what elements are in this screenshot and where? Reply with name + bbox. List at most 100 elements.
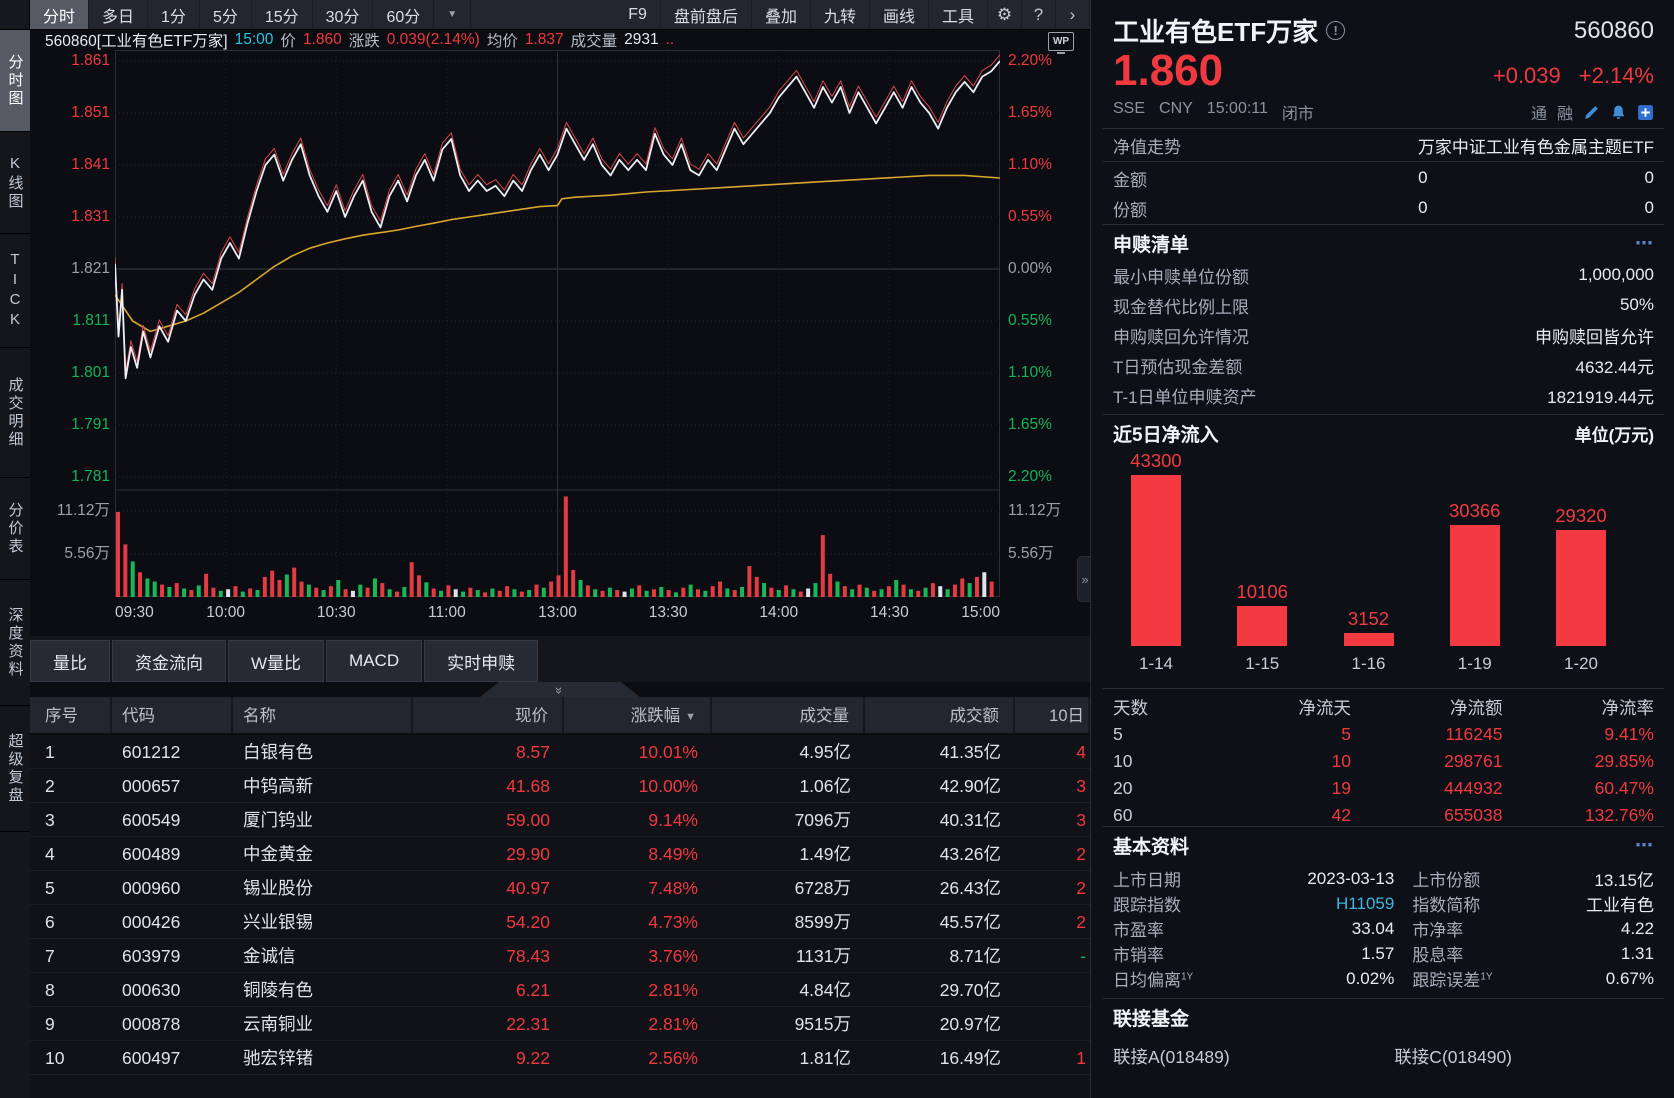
basic-value-跟踪指数[interactable]: H11059 xyxy=(1336,893,1395,913)
period-tab-group: 分时 多日 1分 5分 15分 30分 60分 ▼ xyxy=(30,0,472,29)
sidebar-item-成交明细[interactable]: 成交明细 xyxy=(0,348,30,478)
indicator-tab-bar: 量比 资金流向 W量比 MACD 实时申赎 xyxy=(30,636,1090,682)
period-tab-30分[interactable]: 30分 xyxy=(313,0,374,29)
table-row[interactable]: 10 600497 驰宏锌锗 9.22 2.56% 1.81亿 16.49亿 1 xyxy=(30,1041,1090,1075)
toolbar-corner xyxy=(0,0,30,29)
period-tab-1分[interactable]: 1分 xyxy=(148,0,200,29)
period-tab-分时[interactable]: 分时 xyxy=(30,0,90,29)
nav-trend-row[interactable]: 净值走势 万家中证工业有色金属主题ETF xyxy=(1113,137,1654,157)
margin-badge-rong[interactable]: 融 xyxy=(1556,106,1573,123)
indicator-tab-MACD[interactable]: MACD xyxy=(326,640,423,682)
price-change: +0.039 +2.14% xyxy=(1493,63,1654,94)
indicator-tab-W量比[interactable]: W量比 xyxy=(228,640,325,682)
price-tick-1.851: 1.851 xyxy=(71,104,110,121)
wp-monitor-icon[interactable]: WP xyxy=(1048,32,1074,54)
indicator-tab-实时申赎[interactable]: 实时申赎 xyxy=(424,640,539,682)
redeem-row: T-1日单位申赎资产 1821919.44元 xyxy=(1113,387,1654,407)
column-header-名称[interactable]: 名称 xyxy=(233,697,413,733)
indicator-tab-量比[interactable]: 量比 xyxy=(30,640,110,682)
price-value: 1.860 xyxy=(302,31,342,48)
percent-tick-2.20%: 2.20% xyxy=(1008,468,1052,485)
inflow-bar-1-14: 43300 1-14 xyxy=(1121,450,1191,676)
chevron-down-icon: » xyxy=(552,686,568,693)
toolbar-button-叠加[interactable]: 叠加 xyxy=(752,0,811,29)
margin-badge-tong[interactable]: 通 xyxy=(1530,106,1547,123)
inflow-bar-1-19: 30366 1-19 xyxy=(1440,450,1510,676)
table-row[interactable]: 1 601212 白银有色 8.57 10.01% 4.95亿 41.35亿 4 xyxy=(30,735,1090,769)
price-tick-1.781: 1.781 xyxy=(71,468,110,485)
bar-date-label: 1-16 xyxy=(1351,654,1386,673)
table-row[interactable]: 7 603979 金诚信 78.43 3.76% 1131万 8.71亿 - xyxy=(30,939,1090,973)
sidebar-item-分时图[interactable]: 分时图 xyxy=(0,30,30,132)
intraday-plot[interactable] xyxy=(115,50,1000,600)
add-plus-icon[interactable] xyxy=(1637,104,1654,121)
toolbar-button-F9[interactable]: F9 xyxy=(615,0,661,29)
toolbar-button-盘前盘后[interactable]: 盘前盘后 xyxy=(661,0,752,29)
table-row[interactable]: 3 600549 厦门钨业 59.00 9.14% 7096万 40.31亿 3 xyxy=(30,803,1090,837)
volume-value: 2931 xyxy=(624,31,659,48)
basic-info-row: 跟踪指数 H11059 指数简称 工业有色 xyxy=(1113,891,1654,916)
panel-action-icons: 通 融 xyxy=(1531,100,1654,124)
change-percent: +2.14% xyxy=(1578,63,1654,88)
column-header-代码[interactable]: 代码 xyxy=(112,697,233,733)
volume-tick-left-5.56万: 5.56万 xyxy=(64,545,110,562)
inflow-bar-1-16: 3152 1-16 xyxy=(1334,450,1404,676)
sidebar-item-分价表[interactable]: 分价表 xyxy=(0,478,30,580)
column-header-成交量[interactable]: 成交量 xyxy=(712,697,865,733)
column-header-涨跌幅[interactable]: 涨跌幅 ▼ xyxy=(564,697,712,733)
sidebar-item-K线图[interactable]: K线图 xyxy=(0,132,30,234)
chart-header: 560860[工业有色ETF万家] 15:00 价 1.860 涨跌 0.039… xyxy=(45,30,1005,50)
basic-info-row: 市销率 1.57 股息率 1.31 xyxy=(1113,943,1654,966)
linked-fund-联接C(018490)[interactable]: 联接C(018490) xyxy=(1394,1047,1513,1067)
basic-info-grid: 上市日期 2023-03-13 上市份额 13.15亿 跟踪指数 H11059 指数简称 工业… xyxy=(1113,866,1654,991)
indicator-tab-资金流向[interactable]: 资金流向 xyxy=(112,640,226,682)
flow-section-header: 近5日净流入 单位(万元) xyxy=(1113,418,1654,448)
column-header-10日[interactable]: 10日 xyxy=(1015,697,1090,733)
table-row[interactable]: 8 000630 铜陵有色 6.21 2.81% 4.84亿 29.70亿 xyxy=(30,973,1090,1007)
toolbar-button-九转[interactable]: 九转 xyxy=(811,0,870,29)
table-row[interactable]: 9 000878 云南铜业 22.31 2.81% 9515万 20.97亿 xyxy=(30,1007,1090,1041)
table-row[interactable]: 6 000426 兴业银锡 54.20 4.73% 8599万 45.57亿 2 xyxy=(30,905,1090,939)
period-dropdown-icon[interactable]: ▼ xyxy=(434,0,472,29)
table-row[interactable]: 2 000657 中钨高新 41.68 10.00% 1.06亿 42.90亿 3 xyxy=(30,769,1090,803)
chart-code-name: 560860[工业有色ETF万家] xyxy=(45,33,228,50)
sidebar-item-TICK[interactable]: TICK xyxy=(0,234,30,348)
panel-collapse-handle[interactable]: » xyxy=(1077,556,1092,602)
period-tab-60分[interactable]: 60分 xyxy=(373,0,435,29)
price-tick-1.821: 1.821 xyxy=(71,260,110,277)
basic-more-button[interactable]: ⋯ xyxy=(1635,834,1654,855)
edit-pencil-icon[interactable] xyxy=(1583,104,1600,121)
table-row[interactable]: 4 600489 中金黄金 29.90 8.49% 1.49亿 43.26亿 2 xyxy=(30,837,1090,871)
sidebar-item-超级复盘[interactable]: 超级复盘 xyxy=(0,706,30,832)
table-row[interactable]: 5 000960 锡业股份 40.97 7.48% 6728万 26.43亿 2 xyxy=(30,871,1090,905)
info-icon[interactable]: ! xyxy=(1326,21,1346,40)
linked-fund-联接A(018489)[interactable]: 联接A(018489) xyxy=(1113,1047,1230,1067)
price-tick-1.791: 1.791 xyxy=(71,416,110,433)
bar xyxy=(1556,529,1606,646)
column-header-现价[interactable]: 现价 xyxy=(413,697,564,733)
period-tab-5分[interactable]: 5分 xyxy=(200,0,252,29)
alert-bell-icon[interactable] xyxy=(1610,104,1627,121)
etf-name: 工业有色ETF万家 ! xyxy=(1113,12,1346,49)
chevron-right-icon[interactable]: › xyxy=(1056,0,1090,29)
period-tab-15分[interactable]: 15分 xyxy=(252,0,313,29)
avg-value: 1.837 xyxy=(524,31,564,48)
bar-value-label: 3152 xyxy=(1347,608,1390,630)
sidebar-item-深度资料[interactable]: 深度资料 xyxy=(0,580,30,706)
redeem-more-button[interactable]: ⋯ xyxy=(1635,232,1654,253)
period-tab-多日[interactable]: 多日 xyxy=(89,0,149,29)
toolbar-button-画线[interactable]: 画线 xyxy=(870,0,929,29)
percent-tick-0.00%: 0.00% xyxy=(1008,260,1052,277)
help-icon[interactable]: ? xyxy=(1022,0,1056,29)
column-header-成交额[interactable]: 成交额 xyxy=(865,697,1015,733)
bar xyxy=(1131,475,1181,647)
time-tick-14:30: 14:30 xyxy=(869,604,909,621)
table-collapse-notch[interactable]: » xyxy=(480,682,640,697)
redeem-row: 现金替代比例上限 50% xyxy=(1113,295,1654,317)
redeem-row: 申购赎回允许情况 申购赎回皆允许 xyxy=(1113,327,1654,347)
header-more[interactable]: .. xyxy=(665,31,675,48)
column-header-序号[interactable]: 序号 xyxy=(30,697,112,733)
gear-icon[interactable]: ⚙ xyxy=(988,0,1022,29)
time-axis: 09:30 10:00 10:30 11:00 13:00 13:30 14:00 14:30… xyxy=(115,602,1000,626)
toolbar-button-工具[interactable]: 工具 xyxy=(929,0,988,29)
